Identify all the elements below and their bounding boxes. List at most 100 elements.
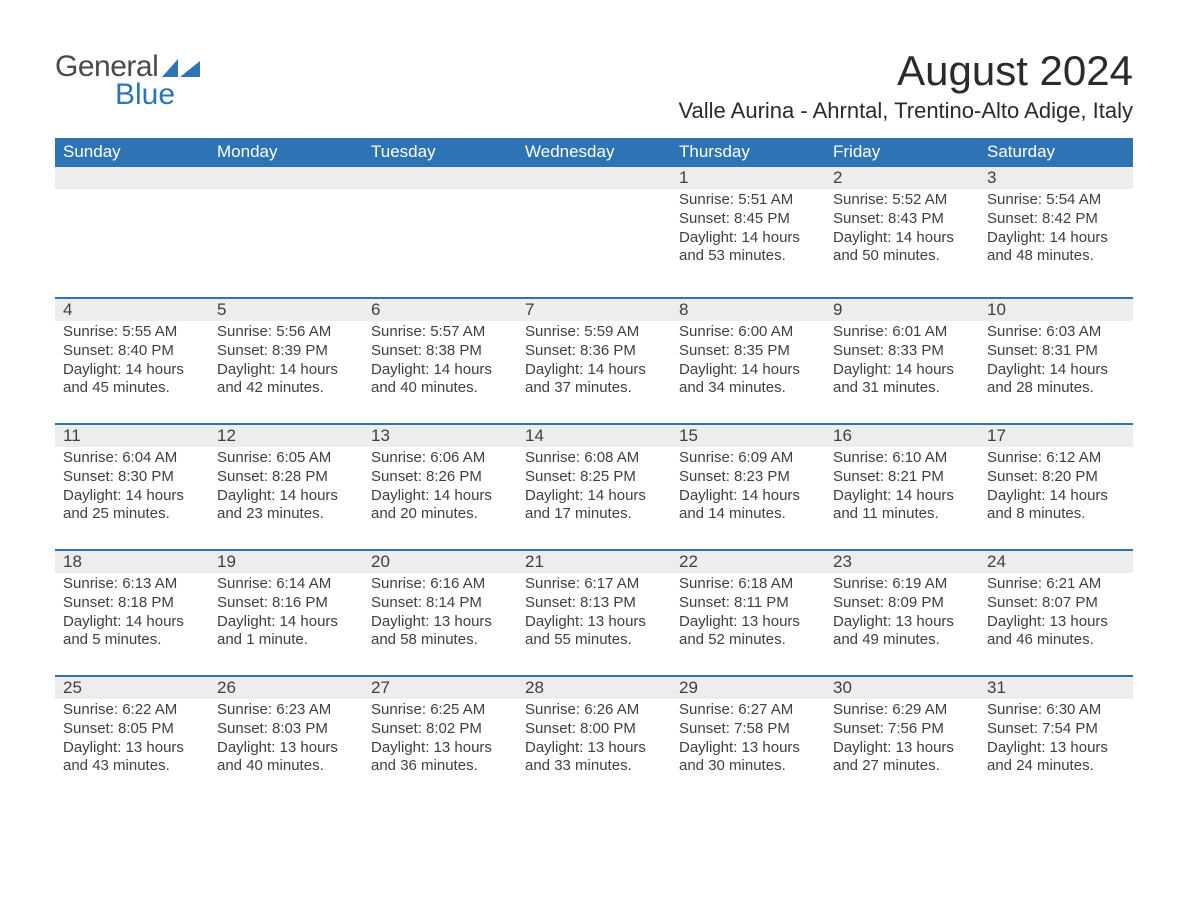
daylight-line: Daylight: 13 hours and 46 minutes. xyxy=(987,613,1125,651)
day-details: Sunrise: 6:05 AMSunset: 8:28 PMDaylight:… xyxy=(209,447,363,524)
sunrise-line: Sunrise: 6:30 AM xyxy=(987,701,1125,720)
day-number: 26 xyxy=(209,675,363,699)
daylight-line: Daylight: 14 hours and 17 minutes. xyxy=(525,487,663,525)
calendar-cell: 2Sunrise: 5:52 AMSunset: 8:43 PMDaylight… xyxy=(825,167,979,297)
calendar-cell xyxy=(55,167,209,297)
calendar-cell: 6Sunrise: 5:57 AMSunset: 8:38 PMDaylight… xyxy=(363,297,517,423)
day-number: 25 xyxy=(55,675,209,699)
sunset-line: Sunset: 8:25 PM xyxy=(525,468,663,487)
day-number: 20 xyxy=(363,549,517,573)
sunset-line: Sunset: 8:14 PM xyxy=(371,594,509,613)
sunrise-line: Sunrise: 6:10 AM xyxy=(833,449,971,468)
sunset-line: Sunset: 8:00 PM xyxy=(525,720,663,739)
calendar-cell: 18Sunrise: 6:13 AMSunset: 8:18 PMDayligh… xyxy=(55,549,209,675)
calendar-cell: 1Sunrise: 5:51 AMSunset: 8:45 PMDaylight… xyxy=(671,167,825,297)
daylight-line: Daylight: 14 hours and 50 minutes. xyxy=(833,229,971,267)
calendar-cell: 23Sunrise: 6:19 AMSunset: 8:09 PMDayligh… xyxy=(825,549,979,675)
daylight-line: Daylight: 14 hours and 34 minutes. xyxy=(679,361,817,399)
calendar-cell: 13Sunrise: 6:06 AMSunset: 8:26 PMDayligh… xyxy=(363,423,517,549)
sunset-line: Sunset: 8:20 PM xyxy=(987,468,1125,487)
day-number: 31 xyxy=(979,675,1133,699)
sunrise-line: Sunrise: 6:08 AM xyxy=(525,449,663,468)
day-details: Sunrise: 6:30 AMSunset: 7:54 PMDaylight:… xyxy=(979,699,1133,776)
sunrise-line: Sunrise: 6:01 AM xyxy=(833,323,971,342)
daylight-line: Daylight: 14 hours and 48 minutes. xyxy=(987,229,1125,267)
sunset-line: Sunset: 8:35 PM xyxy=(679,342,817,361)
sunset-line: Sunset: 8:07 PM xyxy=(987,594,1125,613)
daylight-line: Daylight: 14 hours and 5 minutes. xyxy=(63,613,201,651)
sunset-line: Sunset: 8:36 PM xyxy=(525,342,663,361)
sunrise-line: Sunrise: 6:18 AM xyxy=(679,575,817,594)
daylight-line: Daylight: 14 hours and 8 minutes. xyxy=(987,487,1125,525)
sunset-line: Sunset: 8:18 PM xyxy=(63,594,201,613)
sunrise-line: Sunrise: 5:52 AM xyxy=(833,191,971,210)
day-details xyxy=(209,189,363,191)
calendar-cell: 24Sunrise: 6:21 AMSunset: 8:07 PMDayligh… xyxy=(979,549,1133,675)
day-details: Sunrise: 6:29 AMSunset: 7:56 PMDaylight:… xyxy=(825,699,979,776)
calendar-cell: 12Sunrise: 6:05 AMSunset: 8:28 PMDayligh… xyxy=(209,423,363,549)
logo-word-blue: Blue xyxy=(115,78,175,112)
daylight-line: Daylight: 14 hours and 14 minutes. xyxy=(679,487,817,525)
sunset-line: Sunset: 8:02 PM xyxy=(371,720,509,739)
day-details: Sunrise: 5:59 AMSunset: 8:36 PMDaylight:… xyxy=(517,321,671,398)
day-header: Saturday xyxy=(979,138,1133,167)
day-header: Wednesday xyxy=(517,138,671,167)
day-details: Sunrise: 6:21 AMSunset: 8:07 PMDaylight:… xyxy=(979,573,1133,650)
sunrise-line: Sunrise: 6:22 AM xyxy=(63,701,201,720)
daylight-line: Daylight: 13 hours and 43 minutes. xyxy=(63,739,201,777)
calendar-cell: 5Sunrise: 5:56 AMSunset: 8:39 PMDaylight… xyxy=(209,297,363,423)
day-number: 18 xyxy=(55,549,209,573)
calendar-cell: 26Sunrise: 6:23 AMSunset: 8:03 PMDayligh… xyxy=(209,675,363,801)
day-details xyxy=(55,189,209,191)
sunset-line: Sunset: 8:45 PM xyxy=(679,210,817,229)
sunrise-line: Sunrise: 6:03 AM xyxy=(987,323,1125,342)
sunrise-line: Sunrise: 6:19 AM xyxy=(833,575,971,594)
sunset-line: Sunset: 8:21 PM xyxy=(833,468,971,487)
day-number: 9 xyxy=(825,297,979,321)
day-number: 1 xyxy=(671,167,825,189)
day-details: Sunrise: 6:25 AMSunset: 8:02 PMDaylight:… xyxy=(363,699,517,776)
day-details: Sunrise: 6:14 AMSunset: 8:16 PMDaylight:… xyxy=(209,573,363,650)
day-number: 23 xyxy=(825,549,979,573)
logo: General Blue xyxy=(55,50,202,112)
header: General Blue August 2024 Valle Aurina - … xyxy=(55,50,1133,134)
sunset-line: Sunset: 8:11 PM xyxy=(679,594,817,613)
calendar-cell: 8Sunrise: 6:00 AMSunset: 8:35 PMDaylight… xyxy=(671,297,825,423)
sunset-line: Sunset: 8:43 PM xyxy=(833,210,971,229)
day-number: 3 xyxy=(979,167,1133,189)
daylight-line: Daylight: 13 hours and 33 minutes. xyxy=(525,739,663,777)
day-number: 6 xyxy=(363,297,517,321)
daylight-line: Daylight: 14 hours and 53 minutes. xyxy=(679,229,817,267)
sunrise-line: Sunrise: 5:59 AM xyxy=(525,323,663,342)
day-number: 10 xyxy=(979,297,1133,321)
sunrise-line: Sunrise: 5:54 AM xyxy=(987,191,1125,210)
sunset-line: Sunset: 8:39 PM xyxy=(217,342,355,361)
sunset-line: Sunset: 8:33 PM xyxy=(833,342,971,361)
daylight-line: Daylight: 13 hours and 40 minutes. xyxy=(217,739,355,777)
daylight-line: Daylight: 13 hours and 36 minutes. xyxy=(371,739,509,777)
calendar-week-row: 1Sunrise: 5:51 AMSunset: 8:45 PMDaylight… xyxy=(55,167,1133,297)
day-number: 5 xyxy=(209,297,363,321)
sunrise-line: Sunrise: 6:05 AM xyxy=(217,449,355,468)
calendar-cell: 20Sunrise: 6:16 AMSunset: 8:14 PMDayligh… xyxy=(363,549,517,675)
day-number: 13 xyxy=(363,423,517,447)
day-header: Monday xyxy=(209,138,363,167)
daylight-line: Daylight: 13 hours and 49 minutes. xyxy=(833,613,971,651)
sunrise-line: Sunrise: 6:04 AM xyxy=(63,449,201,468)
calendar-cell: 22Sunrise: 6:18 AMSunset: 8:11 PMDayligh… xyxy=(671,549,825,675)
calendar-cell: 21Sunrise: 6:17 AMSunset: 8:13 PMDayligh… xyxy=(517,549,671,675)
daylight-line: Daylight: 13 hours and 58 minutes. xyxy=(371,613,509,651)
sunset-line: Sunset: 7:54 PM xyxy=(987,720,1125,739)
day-details: Sunrise: 5:54 AMSunset: 8:42 PMDaylight:… xyxy=(979,189,1133,266)
day-header: Tuesday xyxy=(363,138,517,167)
calendar-cell: 3Sunrise: 5:54 AMSunset: 8:42 PMDaylight… xyxy=(979,167,1133,297)
day-number: 27 xyxy=(363,675,517,699)
sunrise-line: Sunrise: 6:06 AM xyxy=(371,449,509,468)
sunset-line: Sunset: 8:42 PM xyxy=(987,210,1125,229)
day-header: Thursday xyxy=(671,138,825,167)
day-details: Sunrise: 6:26 AMSunset: 8:00 PMDaylight:… xyxy=(517,699,671,776)
sunrise-line: Sunrise: 6:09 AM xyxy=(679,449,817,468)
day-details: Sunrise: 6:22 AMSunset: 8:05 PMDaylight:… xyxy=(55,699,209,776)
daylight-line: Daylight: 13 hours and 24 minutes. xyxy=(987,739,1125,777)
day-number: 8 xyxy=(671,297,825,321)
